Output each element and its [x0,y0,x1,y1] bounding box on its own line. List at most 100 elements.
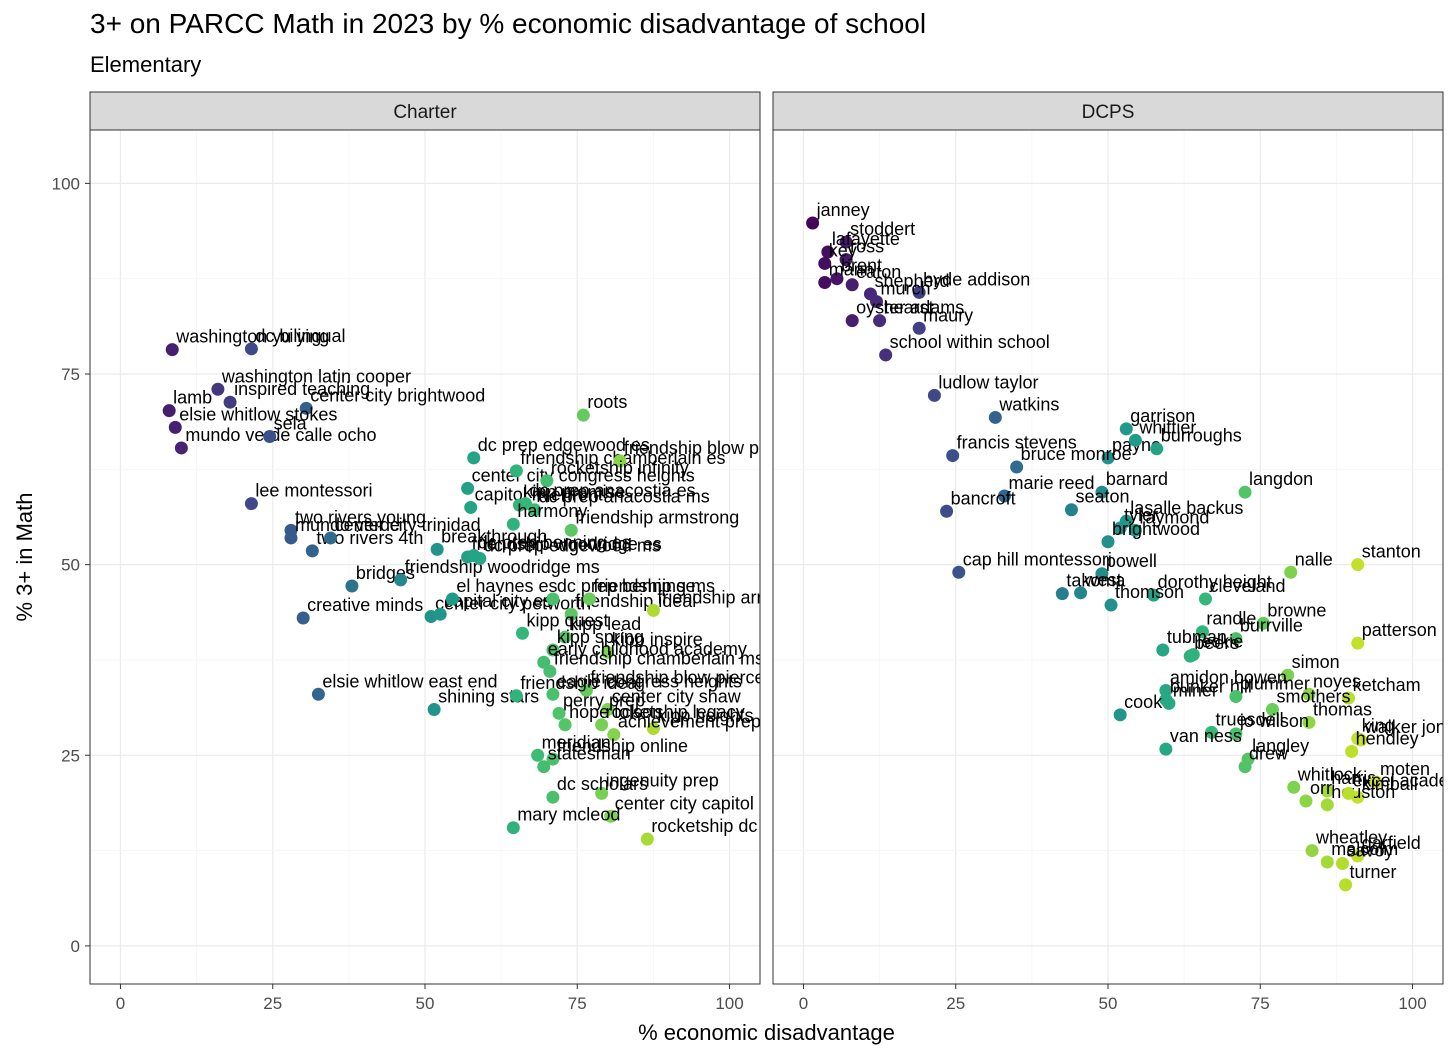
point-label: noyes [1313,671,1361,691]
point-label: two rivers 4th [316,528,423,548]
point-label: dc prep benning ms [557,576,715,596]
point-label: center city shaw [612,687,742,707]
data-point [579,683,593,697]
data-point [1195,625,1209,639]
facet-panel-dcps: DCPS 0 25 50 75 100 janneystoddertlafayetteros… [772,91,1456,1013]
point-label: burroughs [1161,426,1242,446]
point-label: key [829,240,857,260]
data-points: janneystoddertlafayetterosskeybrentmanne… [806,200,1456,892]
point-label: stoddert [850,219,915,239]
point-label: burrville [1240,616,1303,636]
point-label: whitlock [1297,764,1363,784]
point-label: dc prep edgewood ms [484,536,661,556]
x-tick-label: 75 [1251,994,1270,1013]
point-label: langley [1252,736,1309,756]
data-point [870,295,884,309]
data-point [284,531,298,545]
y-tick-label: 100 [52,174,80,193]
point-label: friendship armstrong [575,507,739,527]
data-point [506,517,520,531]
data-point [546,592,560,606]
data-point [543,664,557,678]
data-point [464,500,478,514]
data-point [558,718,572,732]
data-point [558,630,572,644]
point-label: barnard [1106,469,1168,489]
data-point [1104,598,1118,612]
point-label: excel academy [1353,770,1456,790]
point-label: perry prep [563,690,645,710]
point-label: rocketship dc [651,816,757,836]
point-label: friendship woodridge ms [405,557,600,577]
data-point [528,503,542,517]
data-point [927,388,941,402]
data-point [1320,855,1334,869]
point-label: creative minds [307,595,423,615]
data-point [174,441,188,455]
point-label: oyster adams [856,298,964,318]
point-label: smothers [1276,687,1350,707]
point-label: mundo verde calle ocho [185,425,376,445]
data-point [839,235,853,249]
data-point [952,565,966,579]
point-label: nalle [1295,549,1333,569]
data-point [601,645,615,659]
data-point [1186,648,1200,662]
data-point [1342,691,1356,705]
point-label: thomson [1115,582,1184,602]
point-label: friendship se [593,576,695,596]
point-label: friendship ideal [575,591,696,611]
data-point [546,752,560,766]
point-label: wheatley [1315,828,1387,848]
data-point [509,464,523,478]
point-label: sela [274,414,308,434]
data-point [1339,878,1353,892]
point-label: van ness [1170,726,1242,746]
y-tick-label: 50 [61,556,80,575]
data-point [1369,775,1383,789]
data-point [1074,586,1088,600]
data-point [540,474,554,488]
data-point [546,643,560,657]
point-label: center city trinidad [335,515,481,535]
data-point [1128,433,1142,447]
data-point [537,760,551,774]
point-label: beers [1194,633,1239,653]
point-label: seaton [1075,487,1129,507]
point-label: randle [1206,609,1256,629]
data-point [345,579,359,593]
x-tick-label: 50 [1099,994,1118,1013]
data-point [1284,565,1298,579]
point-label: raymond [1139,507,1209,527]
point-label: garfield [1362,833,1421,853]
point-label: el haynes es [456,576,557,596]
point-label: hendley [1356,728,1419,748]
data-point [1320,784,1334,798]
data-point [1342,786,1356,800]
data-point [582,592,596,606]
x-tick-label: 0 [116,994,125,1013]
point-label: friendship chamberlain ms [554,648,764,668]
data-point [445,592,459,606]
data-point [1305,844,1319,858]
point-label: breakthrough [441,526,547,546]
point-label: washington yu ying [175,327,329,347]
data-point [1113,521,1127,535]
data-point [564,523,578,537]
point-label: elsie whitlow stokes [179,404,337,424]
point-label: lee montessori [255,481,372,501]
data-point [1351,558,1365,572]
point-label: rocketship infinity [551,458,689,478]
point-label: brent [841,256,882,276]
point-label: dc bilingual [255,326,345,346]
point-label: two rivers young [295,507,426,527]
point-label: dc prep benning es [478,532,631,552]
point-label: friendship online [557,736,688,756]
point-label: eaton [856,262,901,282]
data-point [1345,744,1359,758]
data-point [1198,592,1212,606]
facet-strip-label: DCPS [1082,102,1135,123]
point-label: dorothy height [1158,572,1272,592]
point-label: stanton [1362,542,1421,562]
point-label: capital city es [444,591,552,611]
